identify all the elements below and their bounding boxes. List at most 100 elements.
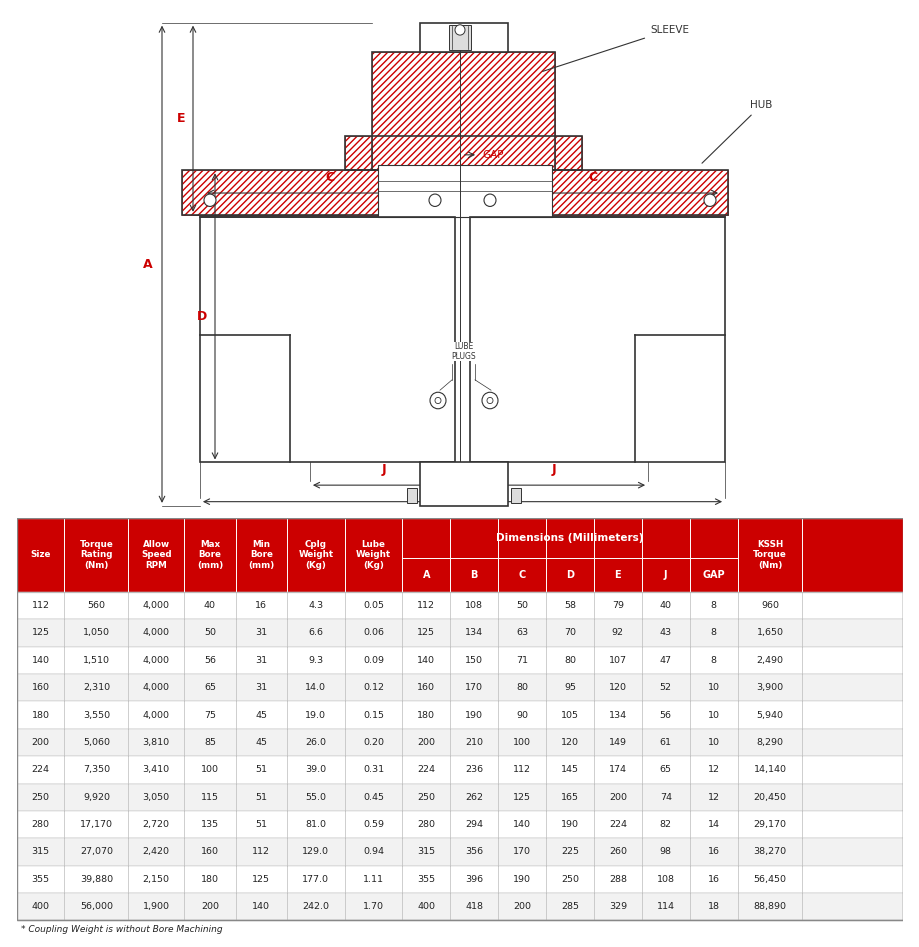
Text: 400: 400 [31, 902, 50, 911]
Text: 81.0: 81.0 [305, 820, 326, 829]
Text: 10: 10 [707, 710, 719, 720]
Text: 190: 190 [465, 710, 482, 720]
Text: B: B [458, 479, 467, 492]
Text: 74: 74 [659, 793, 671, 802]
Text: 3,810: 3,810 [142, 738, 170, 747]
Text: 45: 45 [255, 738, 267, 747]
Bar [470, 217, 724, 462]
Text: 280: 280 [417, 820, 435, 829]
Text: 2,310: 2,310 [83, 683, 110, 692]
Text: 200: 200 [513, 902, 530, 911]
Text: 12: 12 [707, 765, 719, 775]
Text: 125: 125 [417, 629, 435, 637]
Text: KSSH
Torque
(Nm): KSSH Torque (Nm) [753, 540, 786, 570]
Text: 140: 140 [31, 655, 50, 665]
Text: Torque
Rating
(Nm): Torque Rating (Nm) [79, 540, 113, 570]
Text: 1,900: 1,900 [142, 902, 170, 911]
Text: 190: 190 [513, 875, 530, 884]
Text: 98: 98 [659, 848, 671, 856]
Text: 79: 79 [611, 601, 623, 610]
Bar [371, 51, 554, 170]
Text: 294: 294 [465, 820, 482, 829]
Text: 80: 80 [563, 655, 575, 665]
Text: 225: 225 [561, 848, 578, 856]
Text: 16: 16 [255, 601, 267, 610]
Bar [17, 592, 902, 619]
Bar [470, 170, 727, 215]
Text: 3,410: 3,410 [142, 765, 170, 775]
Text: 4,000: 4,000 [142, 601, 170, 610]
Text: 9.3: 9.3 [308, 655, 323, 665]
Text: 31: 31 [255, 629, 267, 637]
Text: 250: 250 [417, 793, 435, 802]
Text: D: D [197, 310, 207, 323]
Text: 75: 75 [204, 710, 216, 720]
Text: 242.0: 242.0 [302, 902, 329, 911]
Text: Max
Bore
(mm): Max Bore (mm) [197, 540, 222, 570]
Text: Allow
Speed
RPM: Allow Speed RPM [141, 540, 171, 570]
Text: 38,270: 38,270 [753, 848, 786, 856]
Text: 200: 200 [417, 738, 435, 747]
Text: 2,150: 2,150 [142, 875, 170, 884]
Bar [182, 170, 455, 215]
Text: 82: 82 [659, 820, 671, 829]
Text: 18: 18 [707, 902, 719, 911]
Text: E: E [176, 112, 185, 125]
Bar [199, 217, 455, 462]
Text: 88,890: 88,890 [753, 902, 786, 911]
Bar [17, 674, 902, 702]
Bar [17, 811, 902, 838]
Text: 7,350: 7,350 [83, 765, 110, 775]
Text: 5,940: 5,940 [755, 710, 783, 720]
Text: HUB: HUB [701, 100, 772, 163]
Text: 16: 16 [707, 848, 719, 856]
Text: 3,900: 3,900 [755, 683, 783, 692]
Text: 26.0: 26.0 [305, 738, 326, 747]
Text: 90: 90 [516, 710, 528, 720]
Bar [182, 170, 455, 215]
Text: B: B [470, 570, 477, 580]
Text: 52: 52 [659, 683, 671, 692]
Text: 4,000: 4,000 [142, 655, 170, 665]
Bar [17, 838, 902, 866]
Text: 14: 14 [707, 820, 719, 829]
Text: 0.94: 0.94 [363, 848, 383, 856]
Text: LUBE
PLUGS: LUBE PLUGS [451, 342, 476, 361]
Text: 8: 8 [709, 629, 716, 637]
Text: 40: 40 [204, 601, 216, 610]
Text: 200: 200 [608, 793, 626, 802]
Text: 560: 560 [87, 601, 106, 610]
Bar [448, 25, 471, 49]
Text: 114: 114 [656, 902, 674, 911]
Text: 329: 329 [608, 902, 626, 911]
Text: J: J [664, 570, 667, 580]
Text: 0.09: 0.09 [363, 655, 383, 665]
Text: 315: 315 [417, 848, 435, 856]
Text: 12: 12 [707, 793, 719, 802]
Text: A: A [143, 258, 153, 271]
Text: 160: 160 [31, 683, 50, 692]
Text: 0.45: 0.45 [363, 793, 383, 802]
Text: 14,140: 14,140 [753, 765, 786, 775]
Circle shape [486, 398, 493, 403]
Text: SLEEVE: SLEEVE [542, 25, 688, 71]
Text: 0.20: 0.20 [363, 738, 383, 747]
Text: 108: 108 [656, 875, 674, 884]
Text: A: A [422, 570, 429, 580]
Text: 3,550: 3,550 [83, 710, 110, 720]
Text: 288: 288 [608, 875, 626, 884]
Bar [420, 462, 507, 506]
Text: 170: 170 [465, 683, 482, 692]
Text: Size: Size [30, 550, 51, 560]
Text: 150: 150 [465, 655, 482, 665]
Text: 145: 145 [561, 765, 578, 775]
Text: 45: 45 [255, 710, 267, 720]
Text: 285: 285 [561, 902, 578, 911]
Text: 50: 50 [204, 629, 216, 637]
Text: 356: 356 [465, 848, 482, 856]
Text: 2,720: 2,720 [142, 820, 170, 829]
Text: Cplg
Weight
(Kg): Cplg Weight (Kg) [298, 540, 333, 570]
Text: J: J [551, 463, 556, 475]
Text: Dimensions (Millimeters): Dimensions (Millimeters) [495, 533, 643, 543]
Text: 29,170: 29,170 [753, 820, 786, 829]
